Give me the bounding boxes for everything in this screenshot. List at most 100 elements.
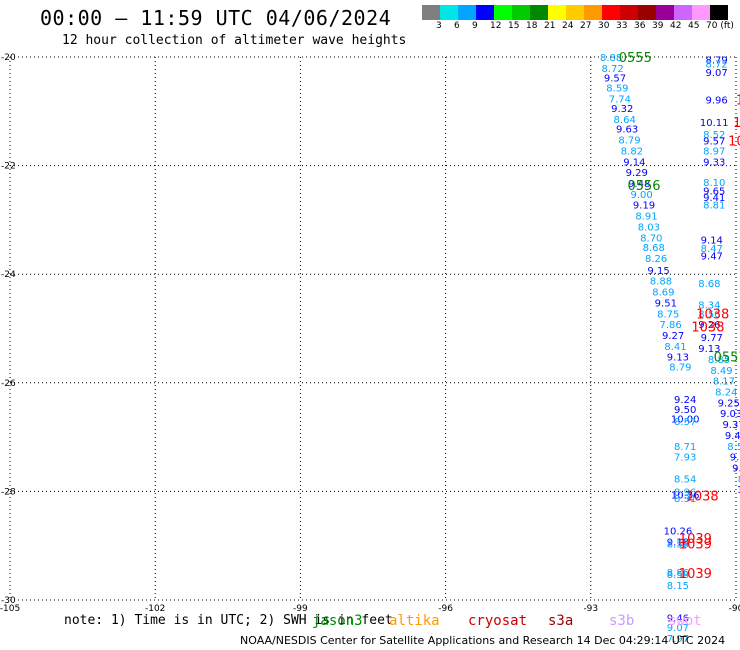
- wave-height-point: 9.77: [701, 333, 723, 344]
- wave-height-point: 8.97: [703, 146, 725, 157]
- wave-height-point: 9.51: [655, 298, 677, 309]
- wave-height-point: 8.58: [667, 570, 689, 581]
- legend-swatch: [512, 5, 530, 20]
- wave-height-point: 9.27: [662, 331, 684, 342]
- wave-height-point: 8.81: [703, 201, 725, 212]
- track-id-label: 1038: [686, 490, 719, 505]
- legend-label: 45: [688, 21, 700, 31]
- wave-height-point: 7.86: [660, 320, 682, 331]
- credit-line: NOAA/NESDIS Center for Satellite Applica…: [240, 634, 726, 647]
- legend-swatch: [602, 5, 620, 20]
- legend-swatch: [422, 5, 440, 20]
- track-id-label: 1039: [679, 532, 712, 547]
- wave-height-point: 7.97: [667, 634, 689, 645]
- wave-height-point: 8.72: [706, 60, 728, 71]
- wave-height-point: 8.03: [638, 222, 660, 233]
- wave-height-point: 8.79: [618, 136, 640, 147]
- wave-height-point: 9.72: [730, 453, 740, 464]
- wave-height-point: 9.32: [611, 104, 633, 115]
- wave-height-point: 8.15: [667, 581, 689, 592]
- wave-height-point: 8.75: [657, 309, 679, 320]
- wave-height-point: 9.07: [706, 68, 728, 79]
- wave-height-point: 8.41: [664, 342, 686, 353]
- wave-height-point: 8.70: [640, 233, 662, 244]
- wave-height-point: 9.40: [732, 464, 740, 475]
- wave-height-point: 8.54: [674, 474, 696, 485]
- wave-height-point: 8.72: [601, 64, 623, 75]
- wave-height-point: 8.79: [706, 56, 728, 67]
- x-tick-label: -102: [145, 604, 165, 614]
- wave-height-point: 8.68: [698, 279, 720, 290]
- wave-height-point: 8.88: [650, 277, 672, 288]
- wave-height-point: 9.57: [703, 137, 725, 148]
- legend-swatch: [566, 5, 584, 20]
- wave-height-point: 9.26: [698, 320, 720, 331]
- wave-height-point: 10.0: [737, 485, 740, 496]
- x-tick-label: -90: [729, 604, 740, 614]
- wave-height-point: 8.58: [667, 540, 689, 551]
- wave-height-point: 8.49: [710, 366, 732, 377]
- wave-height-point: 9.37: [722, 420, 740, 431]
- wave-height-point: 9.14: [701, 235, 723, 246]
- legend-label: 27: [580, 21, 592, 31]
- legend-label: 21: [544, 21, 556, 31]
- legend-label: 39: [652, 21, 664, 31]
- track-id-label: 1038: [696, 307, 729, 322]
- wave-height-point: 9.25: [718, 398, 740, 409]
- chart-subtitle: 12 hour collection of altimeter wave hei…: [62, 33, 407, 48]
- wave-height-point: 8.9: [738, 474, 740, 485]
- wave-height-point: 10.11: [700, 118, 729, 129]
- color-scale-legend: [422, 5, 728, 20]
- wave-height-point: 9.19: [633, 201, 655, 212]
- wave-height-point: 7.93: [674, 453, 696, 464]
- wave-height-point: 8.68: [643, 243, 665, 254]
- wave-height-point: 9.18: [667, 537, 689, 548]
- legend-label: 42: [670, 21, 682, 31]
- legend-label: 18: [526, 21, 538, 31]
- track-id-label: 1039: [679, 538, 712, 553]
- track-id-label: 1037: [728, 135, 740, 150]
- legend-swatch: [440, 5, 458, 20]
- legend-swatch: [710, 5, 728, 20]
- wave-height-point: 9.00: [630, 190, 652, 201]
- wave-height-point: 8.86: [667, 568, 689, 579]
- wave-height-point: 9.50: [674, 405, 696, 416]
- wave-height-point: 9.63: [616, 125, 638, 136]
- track-id-label: 1039: [679, 567, 712, 582]
- x-tick-label: -93: [583, 604, 598, 614]
- wave-height-point: 9.57: [604, 74, 626, 85]
- wave-height-point: 9.14: [623, 157, 645, 168]
- legend-label: 36: [634, 21, 646, 31]
- wave-height-point: 9.96: [706, 95, 728, 106]
- legend-swatch: [692, 5, 710, 20]
- wave-height-point: 9.13: [667, 353, 689, 364]
- legend-swatch: [458, 5, 476, 20]
- legend-label: 24: [562, 21, 574, 31]
- y-tick-label: -28: [1, 487, 16, 497]
- wave-height-point: 9.13: [698, 344, 720, 355]
- track-id-label: 1038: [691, 320, 724, 335]
- y-tick-label: -26: [1, 379, 16, 389]
- legend-label: 33: [616, 21, 628, 31]
- wave-height-point: 9.07: [667, 623, 689, 634]
- wave-height-point: 9.49: [725, 431, 740, 442]
- wave-height-point: 8.96: [674, 487, 696, 498]
- legend-swatch: [494, 5, 512, 20]
- wave-height-point: 8.69: [652, 288, 674, 299]
- wave-height-point: 8.17: [713, 377, 735, 388]
- legend-label: 6: [454, 21, 460, 31]
- wave-height-point: 9.33: [703, 157, 725, 168]
- legend-swatch: [620, 5, 638, 20]
- legend-swatch: [548, 5, 566, 20]
- wave-height-point: 8.85: [708, 355, 730, 366]
- wave-height-point: 8.91: [635, 212, 657, 223]
- satellite-s3a: s3a: [548, 613, 574, 629]
- legend-label: 15: [508, 21, 520, 31]
- wave-height-point: 9.03: [720, 409, 740, 420]
- wave-height-point: 9.48: [628, 179, 650, 190]
- y-tick-label: -22: [1, 162, 16, 172]
- x-tick-label: -96: [438, 604, 453, 614]
- track-id-label: 1037: [733, 116, 740, 131]
- wave-height-point: 7.74: [609, 94, 631, 105]
- legend-swatch: [476, 5, 494, 20]
